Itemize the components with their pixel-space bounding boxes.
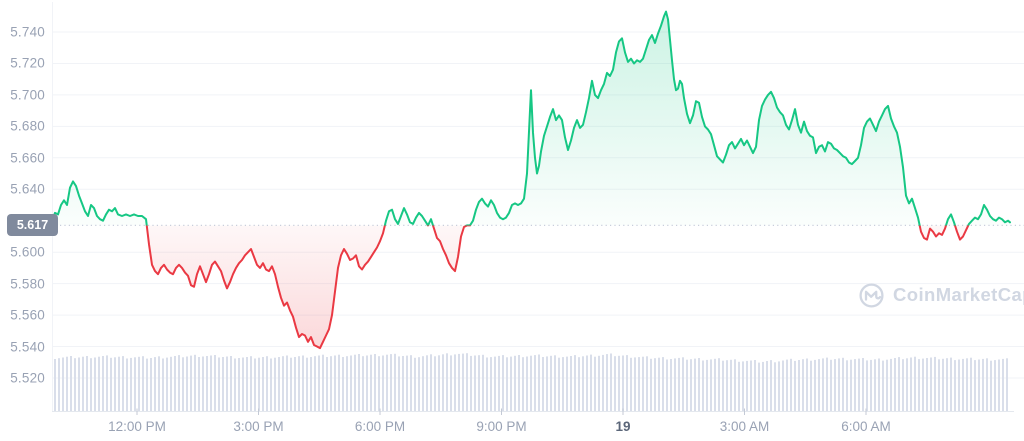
x-axis-label: 9:00 PM (476, 419, 527, 434)
price-area-up (52, 11, 1010, 226)
y-axis-label: 5.740 (10, 24, 45, 40)
watermark-label: CoinMarketCap (893, 284, 1024, 305)
y-axis-label: 5.520 (10, 370, 45, 386)
y-axis-label: 5.600 (10, 244, 45, 260)
x-axis-label: 3:00 PM (233, 419, 284, 434)
x-axis-label: 6:00 AM (841, 419, 891, 434)
y-axis-label: 5.680 (10, 118, 45, 134)
price-line-down (145, 225, 970, 350)
y-axis-label: 5.640 (10, 181, 45, 197)
x-axis-label: 19 (615, 419, 631, 434)
volume-bars (54, 353, 1008, 412)
price-line-up (51, 10, 1011, 226)
current-price-badge: 5.617 (7, 214, 58, 237)
coinmarketcap-logo-icon (859, 282, 884, 308)
y-axis-label: 5.660 (10, 150, 45, 166)
y-axis-label: 5.540 (10, 339, 45, 355)
y-axis-label: 5.720 (10, 55, 45, 71)
x-axis-label: 12:00 PM (108, 419, 166, 434)
current-price-value: 5.617 (16, 218, 49, 233)
coinmarketcap-watermark: CoinMarketCap (858, 281, 1024, 309)
y-axis-label: 5.560 (10, 307, 45, 323)
y-axis-label: 5.700 (10, 87, 45, 103)
price-area-down (146, 225, 969, 349)
x-axis-label: 6:00 PM (354, 419, 406, 434)
y-axis-label: 5.580 (10, 276, 45, 292)
x-axis-label: 3:00 AM (719, 419, 770, 434)
